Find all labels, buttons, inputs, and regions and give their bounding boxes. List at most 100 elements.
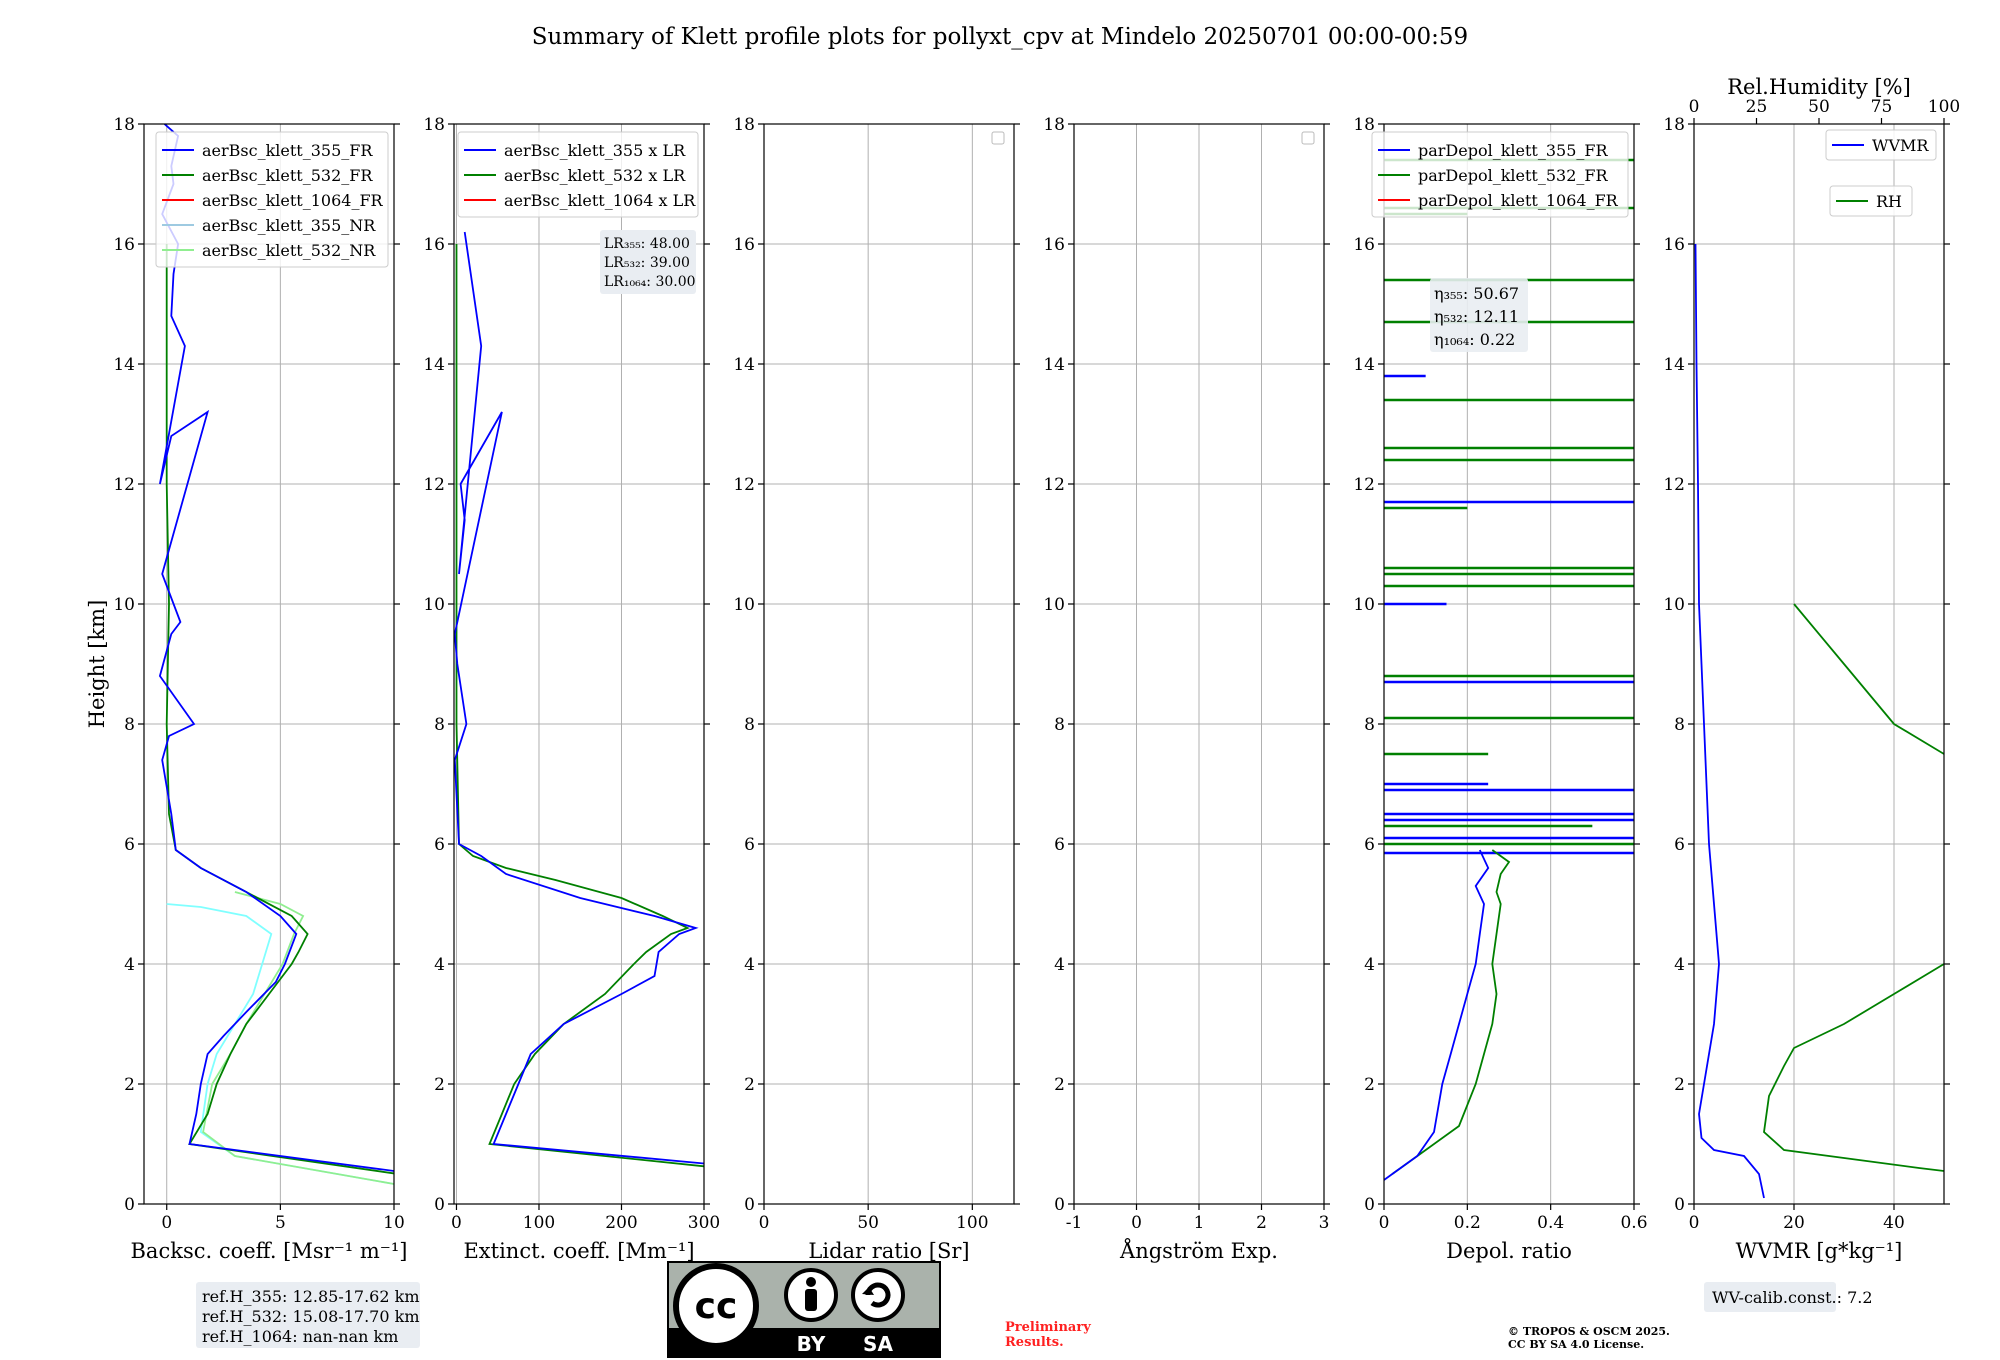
xtick-label: 10 (383, 1213, 405, 1233)
panel-ext: 0 2 4 6 8 10 12 14 16 18 0 100 200 300 Extinct. coeff.… (423, 115, 720, 1263)
legend-box (1829, 185, 1913, 217)
ytick-label: 2 (1054, 1075, 1065, 1095)
legend-box (457, 131, 699, 218)
person-head (806, 1277, 816, 1287)
ytick-label: 18 (113, 115, 135, 135)
ytick-label: 6 (124, 835, 135, 855)
xtick-label: 20 (1783, 1213, 1805, 1233)
legend-entry: aerBsc_klett_1064_FR (202, 191, 384, 210)
xtick-label: 50 (857, 1213, 879, 1233)
xtick-label: 0.4 (1537, 1213, 1564, 1233)
cc-license-badge: cc BY SA (667, 1261, 941, 1358)
ytick-label: 16 (733, 235, 755, 255)
copyright-line-1: © TROPOS & OSCM 2025. (1508, 1325, 1670, 1338)
xtick-label: 5 (275, 1213, 286, 1233)
ytick-label: 12 (733, 475, 755, 495)
ytick-label: 10 (1663, 595, 1685, 615)
legend-entry: aerBsc_klett_355_FR (202, 141, 373, 160)
ytick-label: 12 (1353, 475, 1375, 495)
legend-entry: aerBsc_klett_355_NR (202, 216, 376, 235)
sa-arrow-head (862, 1287, 874, 1295)
lr-info-line: LR₁₀₆₄: 30.00 (604, 274, 696, 290)
plot-area-ext (454, 231, 704, 1168)
legend-box (1371, 131, 1629, 218)
axes-frame-lr (763, 123, 1015, 1205)
empty-legend-box (991, 131, 1005, 145)
xaxis-label-bsc: Backsc. coeff. [Msr⁻¹ m⁻¹] (131, 1239, 408, 1263)
ytick-label: 8 (1674, 715, 1685, 735)
xaxis-label-lr: Lidar ratio [Sr] (808, 1239, 969, 1263)
ytick-label: 0 (124, 1195, 135, 1215)
plot-area-wv (1694, 243, 1944, 1199)
series-line-ext-0 (455, 244, 704, 1168)
lr-info-line: LR₅₃₂: 39.00 (604, 255, 690, 271)
ytick-label: 6 (434, 835, 445, 855)
ytick-label: 16 (113, 235, 135, 255)
ytick-label: 0 (434, 1195, 445, 1215)
ytick-label: 2 (744, 1075, 755, 1095)
copyright-line-2: CC BY SA 4.0 License. (1508, 1338, 1644, 1351)
ytick-label: 18 (1043, 115, 1065, 135)
ytick-label: 4 (1054, 955, 1065, 975)
by-label: BY (797, 1332, 826, 1356)
ytick-label: 16 (1353, 235, 1375, 255)
x2tick-label: 75 (1871, 97, 1893, 117)
ytick-label: 10 (113, 595, 135, 615)
series-line-ext-1 (454, 231, 704, 1165)
ytick-label: 4 (1364, 955, 1375, 975)
ytick-label: 8 (744, 715, 755, 735)
ytick-label: 8 (434, 715, 445, 735)
ytick-label: 10 (733, 595, 755, 615)
ytick-label: 6 (1674, 835, 1685, 855)
legend-entry: parDepol_klett_355_FR (1418, 141, 1609, 160)
xtick-label: 300 (688, 1213, 720, 1233)
panel-bsc: 0 2 4 6 8 10 12 14 16 18 0 5 10 Backsc. coeff. [Msr⁻¹… (85, 115, 420, 1348)
sa-arrow (865, 1282, 891, 1308)
empty-legend-box (1301, 131, 1315, 145)
legend-entry: WVMR (1872, 136, 1929, 155)
ytick-label: 0 (1674, 1195, 1685, 1215)
refh-info-line: ref.H_532: 15.08-17.70 km (202, 1307, 420, 1326)
ytick-label: 12 (1663, 475, 1685, 495)
legend-entry: aerBsc_klett_532 x LR (504, 166, 686, 185)
ytick-label: 12 (1043, 475, 1065, 495)
ytick-label: 4 (434, 955, 445, 975)
sa-icon (851, 1268, 905, 1322)
ytick-label: 16 (423, 235, 445, 255)
ytick-label: 14 (1043, 355, 1065, 375)
ytick-label: 12 (113, 475, 135, 495)
x2axis-label: Rel.Humidity [%] (1727, 75, 1911, 99)
legend-entry: parDepol_klett_532_FR (1418, 166, 1609, 185)
x2tick-label: 25 (1746, 97, 1768, 117)
xtick-label: 3 (1319, 1213, 1330, 1233)
panel-depol: 0 2 4 6 8 10 12 14 16 18 0 0.2 0.4 0.6 Depol. ratio par… (1353, 115, 1647, 1263)
xtick-label: 0 (759, 1213, 770, 1233)
plot-area-bsc (158, 124, 394, 1185)
x2tick-label: 100 (1928, 97, 1960, 117)
axes-frame-wv (1693, 123, 1945, 1205)
ytick-label: 16 (1043, 235, 1065, 255)
ytick-label: 14 (733, 355, 755, 375)
ytick-label: 4 (124, 955, 135, 975)
x2tick-label: 50 (1808, 97, 1830, 117)
ytick-label: 6 (1364, 835, 1375, 855)
ytick-label: 12 (423, 475, 445, 495)
axes-frame-depol (1383, 123, 1635, 1205)
ytick-label: 14 (1353, 355, 1375, 375)
x2tick-label: 0 (1689, 97, 1700, 117)
axes-frame-ext (453, 123, 705, 1205)
ytick-label: 18 (733, 115, 755, 135)
xtick-label: 40 (1883, 1213, 1905, 1233)
series-line-bsc-2 (165, 244, 394, 1175)
ytick-label: 16 (1663, 235, 1685, 255)
lr-info-line: LR₃₅₅: 48.00 (604, 236, 690, 252)
xtick-label: 0 (451, 1213, 462, 1233)
refh-info-box (196, 1282, 420, 1348)
ytick-label: 14 (423, 355, 445, 375)
eta-info-line: η₅₃₂: 12.11 (1434, 307, 1519, 326)
ytick-label: 2 (434, 1075, 445, 1095)
ytick-label: 0 (1054, 1195, 1065, 1215)
